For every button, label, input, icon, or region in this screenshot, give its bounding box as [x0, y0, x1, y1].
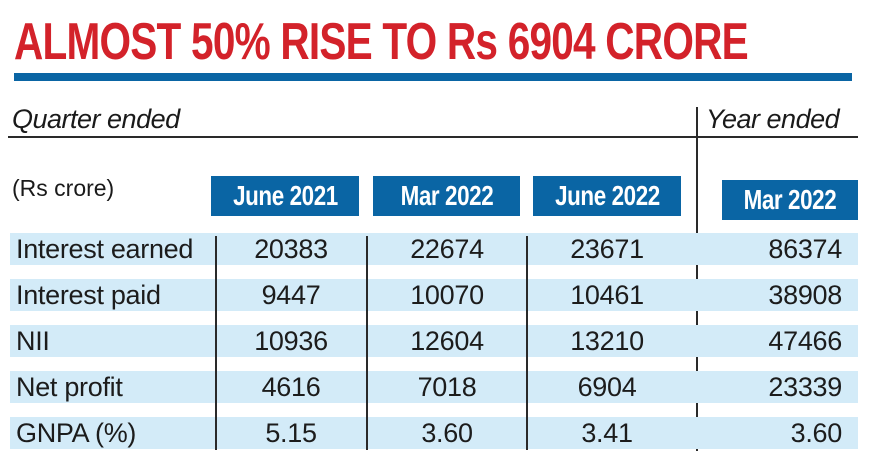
quarter-ended-label: Quarter ended	[12, 104, 180, 134]
column-header-june-2021: June 2021	[211, 176, 359, 216]
value-june-2022: 13210	[570, 326, 644, 356]
value-june-2021: 9447	[261, 280, 321, 310]
row-label: GNPA (%)	[16, 418, 137, 448]
table-row-nii: NII 10936 12604 13210 47466	[10, 325, 858, 357]
table-row-net-profit: Net profit 4616 7018 6904 23339	[10, 371, 858, 403]
value-june-2022: 3.41	[581, 418, 633, 448]
section-divider	[8, 136, 858, 138]
units-label: (Rs crore)	[12, 175, 115, 201]
column-header-mar-2022-quarter: Mar 2022	[373, 176, 520, 216]
column-header-mar-2022-year: Mar 2022	[722, 180, 858, 220]
value-mar-2022-quarter: 22674	[410, 234, 484, 264]
row-label: Net profit	[16, 372, 123, 402]
value-mar-2022-year: 86374	[768, 234, 842, 264]
year-ended-label: Year ended	[706, 104, 840, 134]
headline: ALMOST 50% RISE TO Rs 6904 CRORE	[14, 13, 749, 71]
value-mar-2022-quarter: 12604	[410, 326, 484, 356]
value-june-2021: 10936	[254, 326, 328, 356]
column-header-text: June 2021	[232, 180, 338, 211]
column-header-text: Mar 2022	[400, 180, 493, 211]
value-june-2022: 10461	[570, 280, 644, 310]
row-label: Interest earned	[16, 234, 194, 264]
column-divider	[215, 236, 217, 450]
value-mar-2022-year: 3.60	[790, 418, 843, 448]
value-mar-2022-quarter: 10070	[410, 280, 484, 310]
value-mar-2022-year: 38908	[768, 280, 842, 310]
value-mar-2022-quarter: 7018	[417, 372, 477, 402]
value-june-2022: 23671	[570, 234, 644, 264]
headline-rule	[14, 73, 852, 81]
value-mar-2022-year: 47466	[768, 326, 842, 356]
value-june-2021: 5.15	[265, 418, 317, 448]
column-header-text: Mar 2022	[743, 184, 837, 215]
column-header-text: June 2022	[554, 180, 660, 211]
value-june-2021: 4616	[261, 372, 321, 402]
table-row-interest-paid: Interest paid 9447 10070 10461 38908	[10, 279, 858, 311]
table-row-gnpa: GNPA (%) 5.15 3.60 3.41 3.60	[10, 417, 858, 449]
column-divider	[366, 236, 368, 450]
column-header-june-2022: June 2022	[533, 176, 681, 216]
row-label: Interest paid	[16, 280, 161, 310]
column-divider	[526, 236, 528, 450]
row-label: NII	[16, 326, 50, 356]
value-mar-2022-year: 23339	[768, 372, 842, 402]
value-june-2021: 20383	[254, 234, 328, 264]
table-row-interest-earned: Interest earned 20383 22674 23671 86374	[10, 233, 858, 265]
value-june-2022: 6904	[577, 372, 637, 402]
value-mar-2022-quarter: 3.60	[421, 418, 473, 448]
